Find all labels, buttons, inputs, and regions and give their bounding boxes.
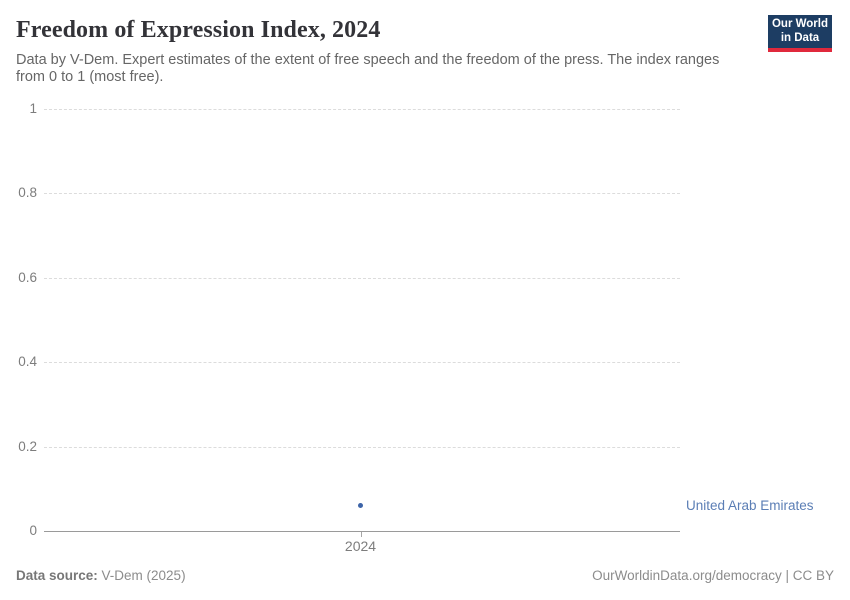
data-source-label: Data source: bbox=[16, 568, 98, 583]
y-tick-label: 0.2 bbox=[18, 438, 37, 454]
data-source-note: Data source: V-Dem (2025) bbox=[16, 568, 186, 583]
y-tick-label: 0.6 bbox=[18, 269, 37, 285]
x-axis-line bbox=[44, 531, 680, 532]
y-gridline bbox=[44, 277, 680, 279]
footer-credit-link[interactable]: OurWorldinData.org/democracy | CC BY bbox=[592, 568, 834, 583]
x-tick-label: 2024 bbox=[344, 538, 377, 554]
entity-label-united-arab-emirates[interactable]: United Arab Emirates bbox=[686, 498, 814, 513]
y-gridline bbox=[44, 108, 680, 110]
y-gridline bbox=[44, 446, 680, 448]
y-tick-label: 1 bbox=[29, 100, 37, 116]
chart-subtitle: Data by V-Dem. Expert estimates of the e… bbox=[16, 52, 720, 85]
owid-logo[interactable]: Our World in Data bbox=[768, 15, 832, 52]
y-gridline bbox=[44, 193, 680, 194]
y-tick-label: 0.8 bbox=[18, 185, 37, 200]
data-point-united-arab-emirates[interactable] bbox=[358, 503, 363, 509]
owid-logo-line2: in Data bbox=[780, 31, 820, 44]
y-tick-label: 0.4 bbox=[18, 354, 37, 369]
owid-logo-line1: Our World bbox=[771, 18, 828, 30]
x-tick-mark bbox=[360, 532, 362, 537]
chart-footer: Data source: V-Dem (2025) OurWorldinData… bbox=[16, 568, 834, 583]
chart-title: Freedom of Expression Index, 2024 bbox=[16, 17, 381, 43]
y-gridline bbox=[44, 362, 680, 363]
y-tick-label: 0 bbox=[29, 523, 37, 538]
data-source-value: V-Dem (2025) bbox=[97, 568, 186, 583]
